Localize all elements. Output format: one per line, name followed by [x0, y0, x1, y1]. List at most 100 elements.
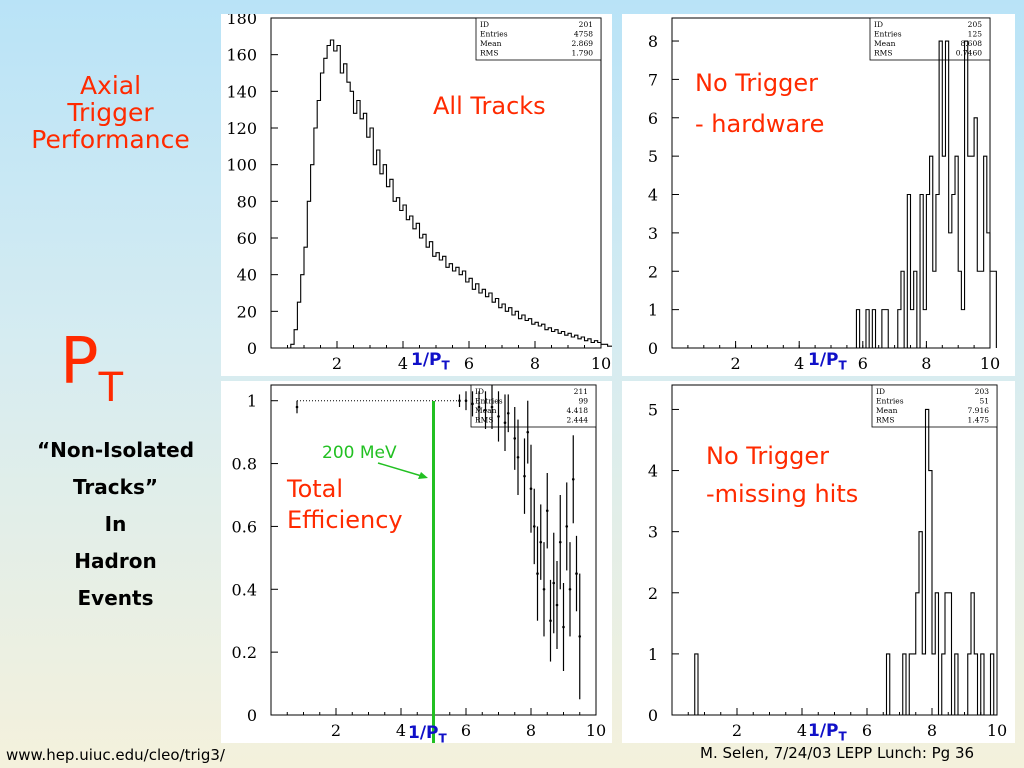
y-tick-label: 8: [648, 32, 658, 51]
label-no-trigger-hardware: No Trigger - hardware: [695, 67, 824, 140]
data-point: [571, 477, 575, 481]
data-point: [575, 572, 578, 575]
y-tick-label: 0: [247, 339, 257, 358]
stats-key: RMS: [876, 416, 894, 425]
x-tick-label: 4: [797, 721, 807, 740]
x-tick-label: 2: [331, 721, 341, 740]
title-line-1: Axial: [79, 71, 142, 100]
plot-frame: [671, 384, 998, 716]
y-tick-label: 100: [226, 156, 257, 175]
stats-value: 99: [578, 397, 588, 406]
data-point: [568, 587, 572, 591]
x-tick-label: 2: [732, 721, 742, 740]
stats-value: 125: [968, 30, 983, 39]
y-tick-label: 0.6: [232, 517, 257, 536]
stats-key: Mean: [480, 39, 502, 48]
stats-value: 7.916: [968, 406, 990, 415]
y-tick-label: 140: [226, 82, 257, 101]
x-tick-label: 10: [980, 354, 1000, 373]
annotation-200mev: 200 MeV: [322, 443, 397, 463]
stats-value: 2.444: [567, 416, 589, 425]
y-tick-label: 60: [237, 229, 257, 248]
x-tick-label: 6: [862, 721, 872, 740]
data-point: [477, 405, 481, 409]
stats-value: 205: [968, 20, 983, 29]
annotation-arrow: [377, 462, 428, 479]
data-point: [532, 525, 536, 528]
label-line-1: No Trigger: [695, 69, 819, 97]
stats-key: Entries: [475, 397, 503, 406]
desc-line-4: Hadron: [74, 549, 157, 573]
desc-line-2: Tracks”: [72, 475, 158, 499]
stats-key: ID: [874, 20, 883, 29]
data-point: [513, 437, 517, 440]
data-point: [497, 415, 500, 418]
data-point: [578, 635, 582, 638]
stats-value: 51: [979, 397, 989, 406]
y-tick-label: 180: [226, 14, 257, 28]
pt-subscript: T: [98, 365, 124, 411]
y-tick-label: 4: [648, 186, 658, 205]
title-line-3: Performance: [31, 125, 190, 154]
xlabel-no-trigger-missing-hits: 1/PT: [808, 721, 847, 744]
stats-value: 2.869: [572, 39, 594, 48]
data-point: [490, 405, 494, 409]
y-tick-label: 1: [648, 301, 658, 320]
y-tick-label: 4: [648, 462, 658, 481]
y-tick-label: 3: [648, 523, 658, 542]
stats-key: Mean: [876, 406, 898, 415]
x-tick-label: 6: [464, 354, 474, 373]
stats-key: Entries: [874, 30, 902, 39]
label-line-1: Total: [287, 475, 344, 503]
desc-line-3: In: [104, 512, 127, 536]
data-point: [295, 405, 299, 409]
y-tick-label: 1: [648, 645, 658, 664]
stats-value: 1.475: [968, 416, 990, 425]
data-point: [552, 581, 556, 585]
data-point: [484, 408, 487, 412]
x-tick-label: 10: [987, 721, 1007, 740]
y-tick-label: 1: [247, 392, 257, 411]
stats-key: RMS: [475, 416, 493, 425]
histogram-series: [672, 408, 997, 716]
x-tick-label: 6: [858, 354, 868, 373]
stats-key: Entries: [480, 30, 508, 39]
x-tick-label: 2: [731, 354, 741, 373]
x-tick-label: 2: [332, 354, 342, 373]
xlabel-no-trigger-hardware: 1/PT: [808, 350, 847, 373]
title-line-2: Trigger: [67, 98, 154, 127]
y-tick-label: 0.4: [232, 580, 257, 599]
data-point: [536, 572, 539, 575]
plot-frame: [270, 17, 602, 349]
histogram-series: [284, 39, 612, 349]
y-tick-label: 160: [226, 46, 257, 65]
stats-box: [869, 17, 991, 61]
stats-key: RMS: [480, 49, 498, 58]
panel-all-tracks: 0 20 40 60 80 100 120 140 160 180 2 4 6 8 10 ID 201 Entri…: [221, 14, 612, 376]
stats-value: 211: [574, 387, 588, 396]
desc-line-5: Events: [77, 586, 154, 610]
x-tick-label: 4: [396, 721, 406, 740]
panel-total-efficiency: 00.20.40.60.81246810ID211Entries99Mean4.…: [221, 381, 612, 745]
data-point: [539, 540, 543, 544]
footer-url: www.hep.uiuc.edu/cleo/trig3/: [6, 746, 225, 764]
label-total-efficiency: Total Efficiency: [287, 474, 403, 536]
histogram-series: [831, 40, 997, 349]
x-tick-label: 8: [921, 354, 931, 373]
stats-key: Mean: [874, 39, 896, 48]
x-tick-label: 8: [526, 721, 536, 740]
data-point: [506, 411, 510, 415]
pt-symbol: PT: [60, 330, 123, 420]
y-tick-label: 120: [226, 119, 257, 138]
data-point: [523, 474, 526, 478]
stats-value: 8.608: [961, 39, 983, 48]
footer-citation: M. Selen, 7/24/03 LEPP Lunch: Pg 36: [700, 744, 975, 762]
x-tick-label: 4: [794, 354, 804, 373]
chart-total-efficiency: 00.20.40.60.81246810ID211Entries99Mean4.…: [232, 384, 606, 743]
y-tick-label: 2: [648, 584, 658, 603]
panel-no-trigger-missing-hits: 0 1 2 3 4 5 2 4 6 8 10 ID 203 Entries 51 Mean 7.916 RMS 1.…: [622, 381, 1015, 743]
y-tick-label: 7: [648, 70, 658, 89]
label-line-2: - hardware: [695, 110, 825, 138]
data-point: [458, 399, 461, 403]
y-tick-label: 3: [648, 224, 658, 243]
